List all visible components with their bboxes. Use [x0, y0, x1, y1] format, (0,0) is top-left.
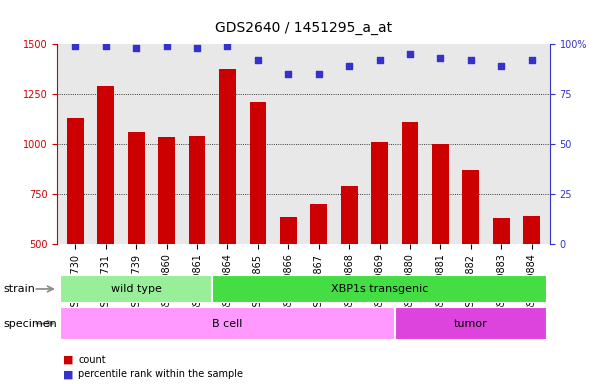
Point [496, 63, 506, 69]
Bar [371, 142, 388, 244]
Point [375, 57, 385, 63]
Bar [60, 307, 395, 340]
Bar [432, 144, 449, 244]
Bar [341, 186, 358, 244]
Bar [97, 86, 114, 244]
Point [284, 71, 293, 77]
Text: XBP1s transgenic: XBP1s transgenic [331, 284, 429, 294]
Point [314, 71, 323, 77]
Text: B cell: B cell [212, 318, 243, 329]
Point [405, 51, 415, 57]
Point [222, 43, 232, 49]
Bar [219, 69, 236, 244]
Text: ■: ■ [63, 369, 73, 379]
Bar [401, 122, 418, 244]
Text: strain: strain [3, 284, 35, 294]
Bar [249, 102, 266, 244]
Bar [523, 216, 540, 244]
Bar [493, 218, 510, 244]
Text: tumor: tumor [454, 318, 487, 329]
Bar [128, 132, 145, 244]
Point [70, 43, 80, 49]
Text: specimen: specimen [3, 318, 56, 329]
Text: wild type: wild type [111, 284, 162, 294]
Bar [212, 275, 547, 303]
Point [101, 43, 111, 49]
Point [162, 43, 171, 49]
Point [466, 57, 475, 63]
Bar [395, 307, 547, 340]
Bar [60, 275, 212, 303]
Bar [310, 204, 327, 244]
Text: percentile rank within the sample: percentile rank within the sample [78, 369, 243, 379]
Text: ■: ■ [63, 355, 73, 365]
Text: GDS2640 / 1451295_a_at: GDS2640 / 1451295_a_at [215, 21, 392, 35]
Bar [158, 137, 175, 244]
Point [253, 57, 263, 63]
Text: count: count [78, 355, 106, 365]
Point [527, 57, 537, 63]
Point [132, 45, 141, 51]
Bar [462, 170, 479, 244]
Point [344, 63, 354, 69]
Point [192, 45, 202, 51]
Point [436, 55, 445, 61]
Bar [189, 136, 206, 244]
Bar [280, 217, 297, 244]
Bar [67, 118, 84, 244]
